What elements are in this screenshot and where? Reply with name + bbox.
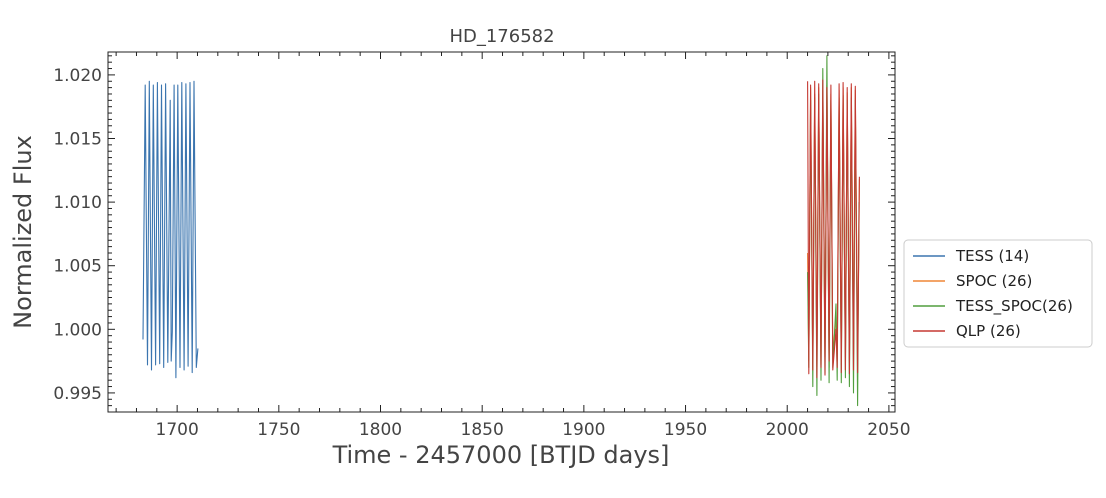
- y-tick-label: 1.010: [53, 193, 102, 213]
- x-tick-label: 2050: [867, 420, 910, 440]
- legend: TESS (14) SPOC (26) TESS_SPOC(26) QLP (26): [903, 239, 1093, 348]
- y-tick-label: 1.015: [53, 130, 102, 150]
- y-tick-label: 1.020: [53, 66, 102, 86]
- chart-title: HD_176582: [449, 26, 554, 47]
- y-tick-label: 1.000: [53, 320, 102, 340]
- plot-area: [107, 51, 896, 413]
- x-tick-label: 1700: [156, 420, 199, 440]
- plot-frame: [107, 51, 896, 413]
- series-line-3: [807, 79, 860, 379]
- legend-label: TESS (14): [955, 247, 1029, 265]
- x-tick-label: 2000: [766, 420, 809, 440]
- x-tick-label: 1800: [359, 420, 402, 440]
- x-tick-label: 1900: [562, 420, 605, 440]
- y-tick-label: 1.005: [53, 257, 102, 277]
- x-axis: 1700 1750 1800 1850 1900 1950 2000 2050: [115, 52, 911, 440]
- x-axis-label: Time - 2457000 [BTJD days]: [332, 441, 670, 469]
- legend-label: SPOC (26): [956, 272, 1032, 290]
- legend-label: TESS_SPOC(26): [955, 297, 1073, 316]
- x-tick-label: 1750: [257, 420, 300, 440]
- legend-frame: [903, 239, 1093, 348]
- legend-label: QLP (26): [956, 322, 1021, 340]
- y-tick-label: 0.995: [53, 384, 102, 404]
- series-layer: [142, 55, 860, 407]
- y-axis-label: Normalized Flux: [9, 135, 37, 329]
- series-line-0: [142, 80, 199, 379]
- x-tick-label: 1850: [461, 420, 504, 440]
- y-axis: 0.995 1.000 1.005 1.010 1.015 1.020: [53, 55, 895, 407]
- x-tick-label: 1950: [664, 420, 707, 440]
